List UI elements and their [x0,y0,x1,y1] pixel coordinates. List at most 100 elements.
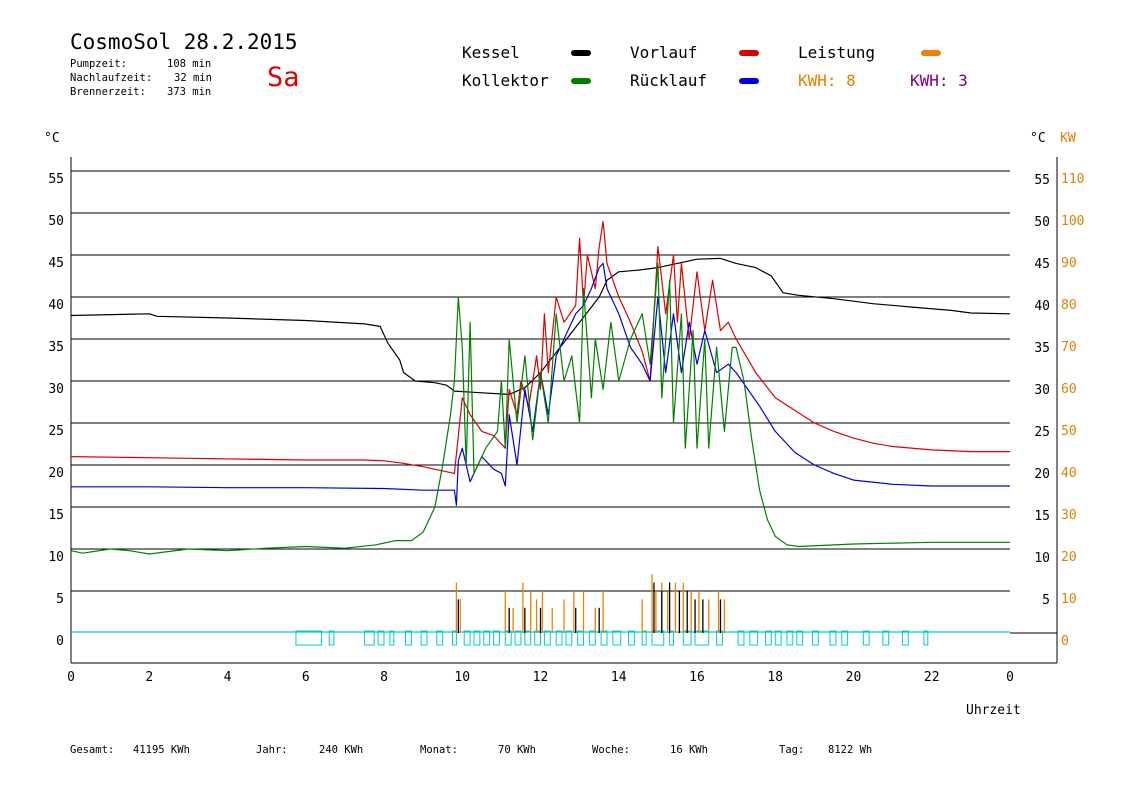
pump-run-marker [628,630,635,646]
x-tick-label: 12 [533,670,549,685]
x-tick-label: 10 [454,670,470,685]
pump-run-marker [405,630,412,646]
pump-run-marker [651,630,665,646]
footer-woche-label: Woche: [592,744,630,756]
y-tick-label: 30 [48,382,64,397]
x-tick-label: 0 [67,670,75,685]
legend-kessel-label: Kessel [462,43,520,62]
y2-tick-label: 90 [1061,256,1077,271]
y-tick-label-right: 40 [1034,299,1050,314]
pump-run-marker [463,630,471,646]
y-tick-label-right: 15 [1034,509,1050,524]
legend-kollektor-label: Kollektor [462,71,549,90]
pump-run-marker [641,630,647,646]
footer-gesamt-label: Gesamt: [70,744,115,756]
weekday-label: Sa [267,62,300,93]
page-title: CosmoSol 28.2.2015 [70,30,298,54]
pump-run-marker [669,630,675,646]
y-tick-label: 25 [48,424,64,439]
x-tick-label: 18 [767,670,783,685]
y2-tick-label: 20 [1061,550,1077,565]
footer-tag-value: 8122 Wh [828,744,873,756]
y2-axis-unit: KW [1060,131,1076,146]
y-tick-label: 20 [48,466,64,481]
pump-run-marker [420,630,428,646]
stat-label-pumpzeit: Pumpzeit: [70,58,127,70]
y-tick-label: 45 [48,256,64,271]
pump-run-marker [786,630,794,646]
y-tick-label-right: 55 [1034,173,1050,188]
y-tick-label: 55 [48,172,64,187]
footer-tag-label: Tag: [779,744,805,756]
stat-label-nachlaufzeit: Nachlaufzeit: [70,72,153,84]
pump-run-marker [694,630,710,646]
pump-run-marker [841,630,849,646]
x-tick-label: 4 [224,670,232,685]
x-tick-label: 2 [145,670,153,685]
y2-tick-label: 80 [1061,298,1077,313]
pump-run-marker [389,630,395,646]
footer-monat-label: Monat: [420,744,458,756]
y2-tick-label: 50 [1061,424,1077,439]
y-tick-label: 35 [48,340,64,355]
pump-run-marker [923,630,929,646]
y-tick-label: 0 [56,634,64,649]
legend-leistung-swatch [921,50,941,56]
pump-run-marker [682,630,692,646]
legend-kessel-swatch [571,50,591,56]
x-axis-label: Uhrzeit [966,703,1021,718]
y2-tick-label: 40 [1061,466,1077,481]
y2-tick-label: 70 [1061,340,1077,355]
y-tick-label-right: 20 [1034,467,1050,482]
pump-run-marker [493,630,500,646]
y-tick-label-right: 25 [1034,425,1050,440]
pump-run-marker [363,630,375,646]
legend-kwh-purple: KWH: 3 [910,71,968,90]
legend-ruecklauf-swatch [739,78,759,84]
pump-run-marker [737,630,745,646]
x-tick-label: 14 [611,670,627,685]
pump-run-marker [377,630,385,646]
pump-run-marker [811,630,819,646]
y2-tick-label: 100 [1061,214,1084,229]
pump-run-marker [588,630,596,646]
y-tick-label: 15 [48,508,64,523]
pump-run-marker [504,630,512,646]
stat-label-brennerzeit: Brennerzeit: [70,86,146,98]
footer-jahr-label: Jahr: [256,744,288,756]
pump-run-marker [555,630,563,646]
legend-kwh-orange: KWH: 8 [798,71,856,90]
pump-run-marker [829,630,837,646]
pump-run-marker [774,630,782,646]
footer-gesamt-value: 41195 KWh [133,744,190,756]
y-tick-label-right: 10 [1034,551,1050,566]
series-line-ruecklauf [71,262,1010,506]
pump-run-marker [514,630,522,646]
pump-run-marker [612,630,622,646]
pump-run-marker [473,630,481,646]
x-tick-label: 8 [380,670,388,685]
series-line-kollektor [70,262,1010,555]
pump-run-marker [565,630,573,646]
legend-ruecklauf-label: Rücklauf [630,71,708,90]
y-tick-label-right: 35 [1034,341,1050,356]
pump-run-marker [577,630,585,646]
pump-run-marker [483,630,491,646]
footer-jahr-value: 240 KWh [319,744,364,756]
y2-tick-label: 60 [1061,382,1077,397]
y-tick-label: 40 [48,298,64,313]
y-tick-label: 5 [56,592,64,607]
footer-monat-value: 70 KWh [498,744,536,756]
footer-woche-value: 16 KWh [670,744,708,756]
stat-value-pumpzeit: 108 min [167,58,212,70]
legend-leistung-label: Leistung [798,43,876,62]
y2-tick-label: 0 [1061,634,1069,649]
y-tick-label: 10 [48,550,64,565]
series-line-vorlauf [70,220,1010,474]
y2-tick-label: 110 [1061,172,1084,187]
legend-kollektor-swatch [571,78,591,84]
y-tick-label-right: 50 [1034,215,1050,230]
pump-run-marker [543,630,551,646]
y-tick-label-right: 45 [1034,257,1050,272]
